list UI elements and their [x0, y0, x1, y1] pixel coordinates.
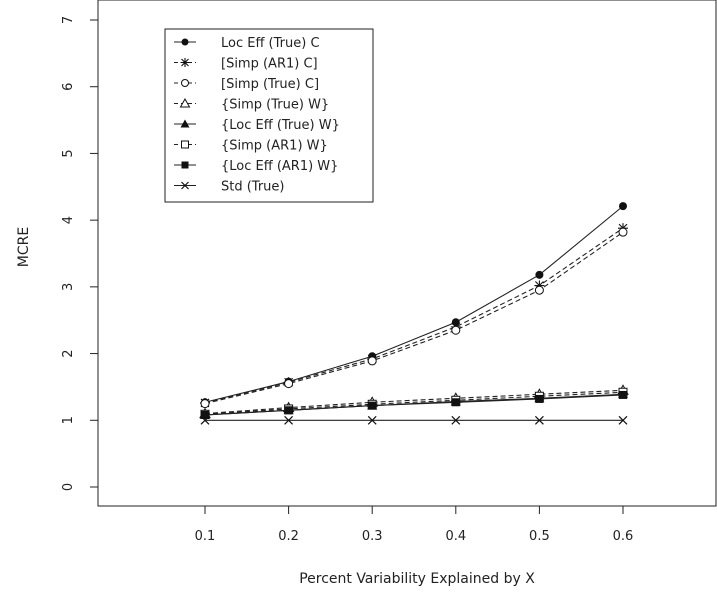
data-point: [619, 390, 627, 399]
x-tick-label: 0.4: [445, 529, 466, 544]
data-point: [534, 415, 544, 425]
y-tick-label: 2: [61, 349, 76, 357]
legend-item: {Loc Eff (AR1) W}: [174, 159, 338, 174]
plot-frame: [97, 0, 717, 507]
legend-label: {Loc Eff (True) W}: [221, 118, 340, 133]
legend-label: {Loc Eff (AR1) W}: [221, 159, 338, 174]
legend-label: {Simp (True) W}: [221, 98, 329, 113]
legend-label: [Simp (True) C]: [221, 77, 319, 92]
series-line: [204, 391, 624, 415]
legend-item: {Simp (AR1) W}: [174, 139, 328, 154]
y-tick-label: 6: [61, 83, 76, 91]
y-tick-label: 4: [61, 216, 76, 224]
axes: 0.1 0.2 0.3 0.4 0.5 0.6 0 1 2 3 4 5 6 7: [61, 0, 717, 544]
data-point: [535, 394, 544, 403]
legend-marker: [180, 58, 190, 67]
data-point: [619, 202, 627, 211]
x-axis-label: Percent Variability Explained by X: [299, 571, 535, 587]
data-point: [200, 415, 210, 425]
data-point: [451, 415, 461, 425]
data-point: [367, 415, 377, 425]
series-layer: [199, 202, 629, 425]
series-7: [201, 390, 627, 419]
legend-label: Std (True): [221, 180, 285, 195]
legend-marker: [179, 97, 191, 108]
legend-item: {Loc Eff (True) W}: [174, 118, 340, 133]
y-tick-label: 5: [61, 149, 76, 157]
y-axis-label: MCRE: [16, 227, 32, 267]
x-tick-label: 0.6: [613, 529, 634, 544]
y-tick-label: 1: [61, 416, 76, 424]
legend-marker: [181, 161, 189, 169]
x-tick-label: 0.5: [529, 529, 550, 544]
series-line: [204, 394, 624, 416]
data-point: [535, 270, 544, 279]
legend-label: {Simp (AR1) W}: [221, 139, 328, 154]
legend-marker: [181, 38, 189, 46]
series-4: [199, 384, 629, 419]
series-line: [204, 205, 624, 403]
legend-box: [164, 28, 374, 203]
series-line: [204, 227, 624, 404]
legend-label: Loc Eff (True) C: [221, 36, 320, 51]
data-point: [618, 415, 628, 425]
x-tick-label: 0.1: [195, 529, 216, 544]
legend-marker: [180, 119, 190, 128]
data-point: [618, 227, 628, 237]
data-point: [367, 356, 377, 366]
legend-item: [Simp (True) C]: [174, 77, 319, 92]
legend-label: [Simp (AR1) C]: [221, 57, 318, 72]
legend-item: [Simp (AR1) C]: [174, 57, 318, 72]
y-tick-label: 3: [61, 283, 76, 291]
series-line: [204, 389, 624, 415]
data-point: [534, 285, 544, 295]
legend-item: Std (True): [174, 180, 285, 195]
data-point: [201, 410, 209, 419]
y-tick-label: 0: [61, 483, 76, 491]
series-2: [200, 223, 628, 408]
data-point: [200, 399, 210, 409]
legend-marker: [181, 181, 189, 190]
x-tick-label: 0.3: [362, 529, 383, 544]
data-point: [451, 398, 460, 407]
legend-item: Loc Eff (True) C: [174, 36, 320, 51]
data-point: [534, 280, 545, 291]
data-point: [368, 401, 377, 410]
series-3: [200, 227, 628, 409]
legend: Loc Eff (True) C [Simp (AR1) C] [Simp (Tru…: [164, 28, 374, 203]
legend-item: {Simp (True) W}: [174, 98, 329, 113]
y-tick-label: 7: [61, 16, 76, 24]
data-point: [284, 379, 294, 389]
legend-marker: [181, 79, 189, 87]
data-point: [284, 406, 293, 415]
x-tick-label: 0.2: [278, 529, 299, 544]
series-line: [204, 231, 624, 405]
legend-marker: [181, 140, 189, 149]
data-point: [451, 325, 461, 335]
data-point: [284, 415, 294, 425]
series-8: [200, 415, 628, 425]
series-1: [201, 202, 627, 407]
